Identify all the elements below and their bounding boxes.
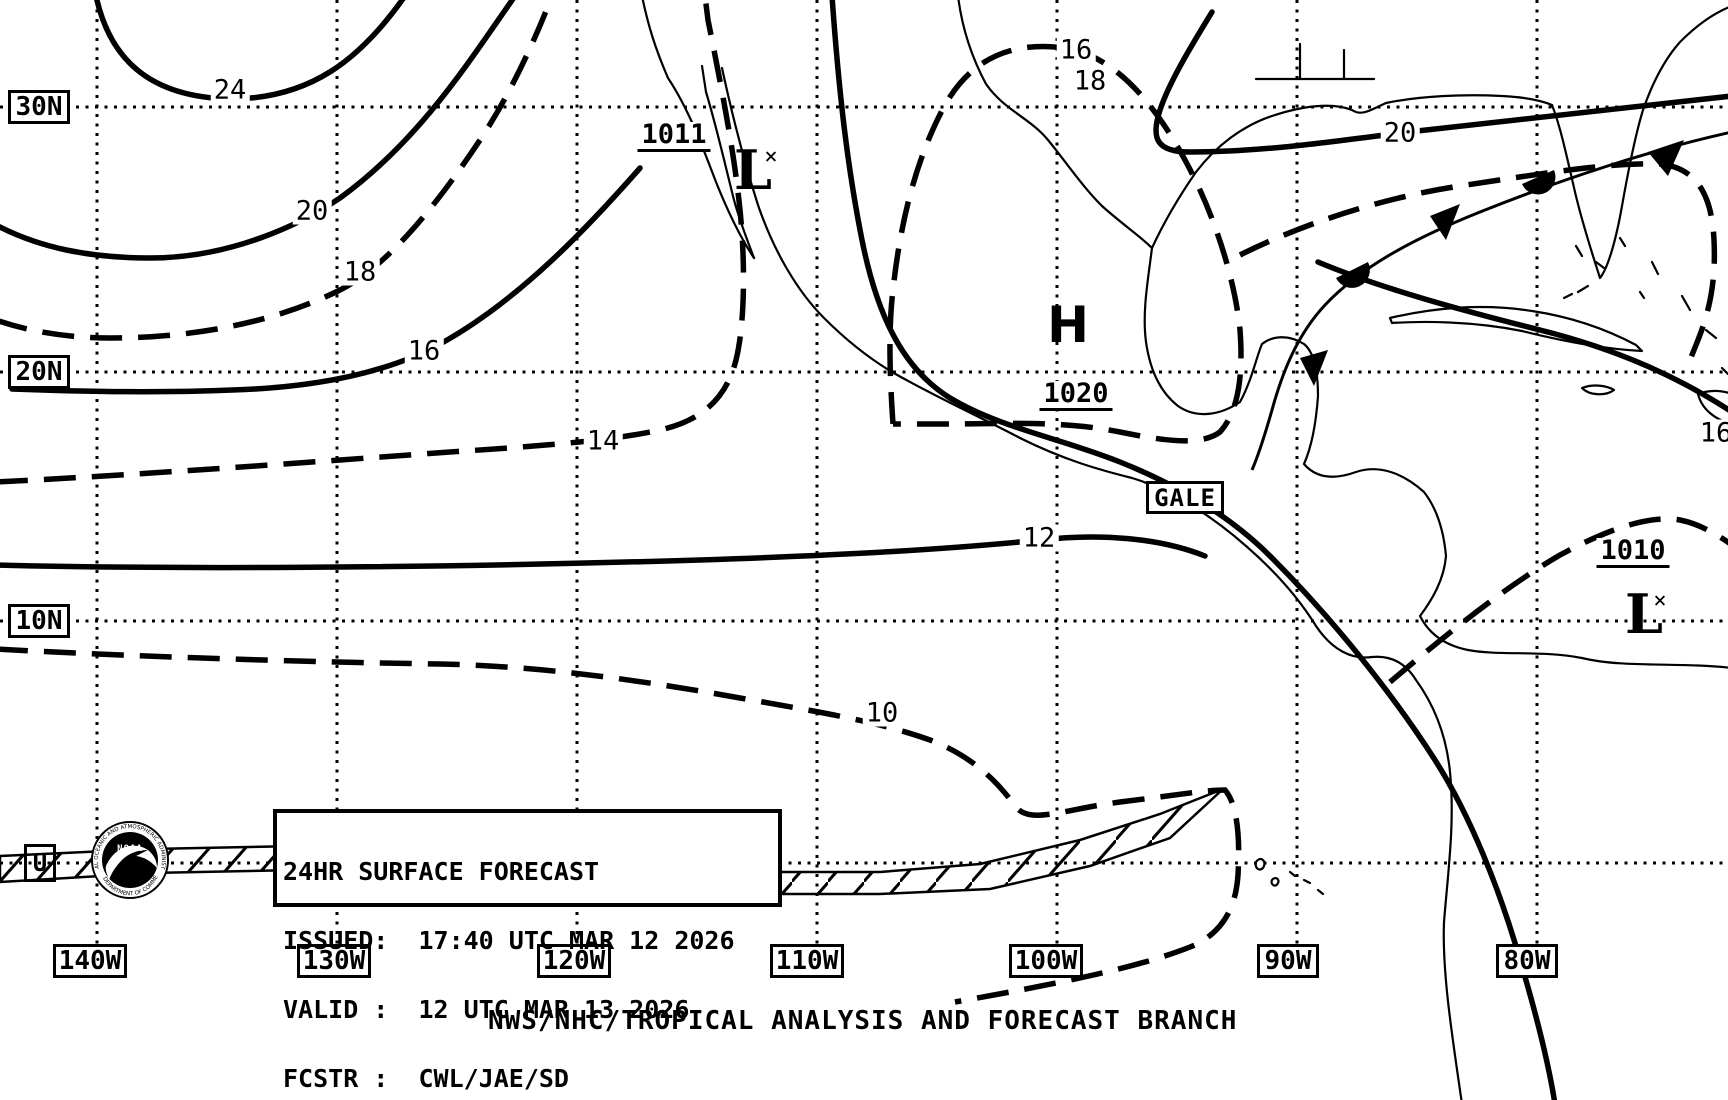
lon-label-140w: 140W: [53, 944, 127, 978]
lat-label-30n: 30N: [8, 90, 70, 124]
low-center-x-mark: ×: [764, 144, 778, 170]
cold-front-triangle: [1648, 140, 1684, 176]
cold-front-triangle: [1430, 204, 1460, 240]
contour-label-14: 14: [583, 427, 623, 455]
contour-label-18: 18: [340, 258, 380, 286]
contour-label-18-top: 18: [1070, 67, 1110, 95]
noaa-logo: NOAA NATIONAL OCEANIC AND ATMOSPHERIC AD…: [0, 0, 169, 899]
contour-label-16-top: 16: [1056, 36, 1096, 64]
stationary-front: [1250, 131, 1728, 471]
contour-label-20-gulf: 20: [1380, 119, 1420, 147]
coastlines: [641, 0, 1728, 1100]
lon-label-130w: 130W: [297, 944, 371, 978]
graticule: [0, 0, 1728, 944]
lon-label-120w: 120W: [537, 944, 611, 978]
high-pressure-value-1020: 1020: [1039, 380, 1113, 411]
low-center-x-mark: ×: [1653, 588, 1667, 614]
info-product-title: 24HR SURFACE FORECAST: [283, 857, 600, 886]
svg-text:U.S. DEPARTMENT OF COMMERCE: U.S. DEPARTMENT OF COMMERCE: [0, 0, 160, 897]
high-pressure-symbol: H: [1047, 296, 1089, 354]
low-pressure-value-1011: 1011: [637, 121, 711, 152]
lon-label-100w: 100W: [1009, 944, 1083, 978]
contour-label-24: 24: [210, 76, 250, 104]
low-pressure-value-1010: 1010: [1596, 537, 1670, 568]
info-issued-line: ISSUED: 17:40 UTC MAR 12 2026: [283, 926, 735, 955]
noaa-ring-text-top: NATIONAL OCEANIC AND ATMOSPHERIC ADMINIS…: [0, 0, 166, 870]
info-forecaster-line: FCSTR : CWL/JAE/SD: [283, 1064, 569, 1093]
low-pressure-symbol: L: [1625, 582, 1663, 646]
lon-label-110w: 110W: [770, 944, 844, 978]
lat-label-10n: 10N: [8, 604, 70, 638]
lat-label-20n: 20N: [8, 355, 70, 389]
contour-label-16-right: 16: [1696, 419, 1728, 447]
lon-label-80w: 80W: [1496, 944, 1558, 978]
equator-label: U: [24, 844, 56, 882]
contour-label-20: 20: [292, 197, 332, 225]
contour-label-16: 16: [404, 337, 444, 365]
noaa-bird-icon: [105, 845, 148, 880]
info-valid-line: VALID : 12 UTC MAR 13 2026: [283, 995, 690, 1024]
noaa-ring-text-bottom: U.S. DEPARTMENT OF COMMERCE: [0, 0, 160, 897]
svg-text:NATIONAL OCEANIC AND ATMOSPHER: NATIONAL OCEANIC AND ATMOSPHERIC ADMINIS…: [0, 0, 166, 870]
low-pressure-symbol: L: [734, 138, 772, 202]
forecast-info-box: 24HR SURFACE FORECAST ISSUED: 17:40 UTC …: [273, 809, 782, 1091]
gale-warning-box: GALE: [1146, 481, 1224, 514]
warm-front-semicircle: [1522, 170, 1556, 195]
warm-front-semicircle: [1336, 262, 1370, 288]
contour-label-10: 10: [862, 699, 902, 727]
footer-branch-title: NWS/NHC/TROPICAL ANALYSIS AND FORECAST B…: [488, 1006, 1238, 1036]
cold-front-triangle: [1300, 350, 1328, 386]
lon-label-90w: 90W: [1257, 944, 1319, 978]
dashed-contours: [0, 0, 1728, 1005]
contour-label-12: 12: [1019, 524, 1059, 552]
